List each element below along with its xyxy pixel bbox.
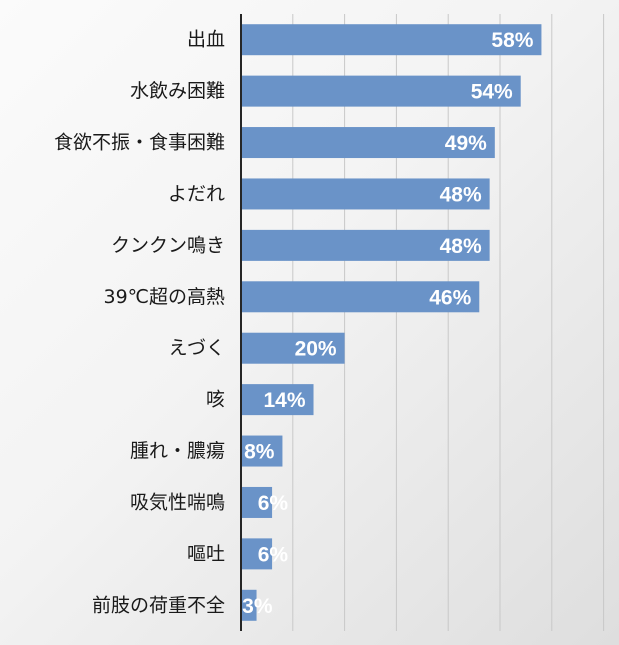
value-label: 6% bbox=[258, 543, 289, 566]
bar bbox=[241, 332, 345, 364]
category-label: 食欲不振・食事困難 bbox=[54, 132, 225, 154]
value-label: 49% bbox=[445, 132, 487, 155]
bar bbox=[241, 589, 257, 621]
category-label: 腫れ・膿瘍 bbox=[130, 440, 225, 462]
bars bbox=[241, 24, 542, 621]
value-label: 3% bbox=[242, 595, 273, 618]
bar bbox=[241, 538, 273, 570]
category-label: 39℃超の高熱 bbox=[103, 286, 225, 308]
value-label: 48% bbox=[440, 235, 482, 258]
bar bbox=[241, 486, 273, 518]
bar bbox=[241, 127, 495, 159]
category-label: 水飲み困難 bbox=[130, 80, 225, 102]
category-label: 咳 bbox=[206, 389, 225, 411]
bar bbox=[241, 281, 480, 313]
category-label: えづく bbox=[169, 337, 225, 359]
value-label: 58% bbox=[491, 29, 533, 52]
category-label: 前肢の荷重不全 bbox=[92, 594, 225, 616]
category-label: よだれ bbox=[168, 183, 225, 205]
value-label: 14% bbox=[263, 389, 305, 412]
bar bbox=[241, 229, 490, 261]
value-label: 20% bbox=[295, 338, 337, 361]
value-label: 6% bbox=[258, 492, 289, 515]
value-label: 48% bbox=[440, 183, 482, 206]
bar bbox=[241, 24, 542, 56]
value-label: 46% bbox=[429, 286, 471, 309]
bar bbox=[241, 178, 490, 210]
bar bbox=[241, 75, 521, 107]
value-label: 8% bbox=[244, 441, 275, 464]
category-label: 嘔吐 bbox=[187, 543, 225, 565]
bar bbox=[241, 435, 283, 467]
gridlines bbox=[292, 14, 605, 631]
category-label: 吸気性喘鳴 bbox=[130, 491, 225, 513]
category-label: 出血 bbox=[187, 29, 225, 51]
value-labels: 58% 54% 49% 48% 48% 46% 20% 14% 8% 6% 6% 3% bbox=[242, 29, 534, 618]
category-label: クンクン鳴き bbox=[111, 234, 225, 256]
value-label: 54% bbox=[471, 81, 513, 104]
bar bbox=[241, 384, 314, 416]
